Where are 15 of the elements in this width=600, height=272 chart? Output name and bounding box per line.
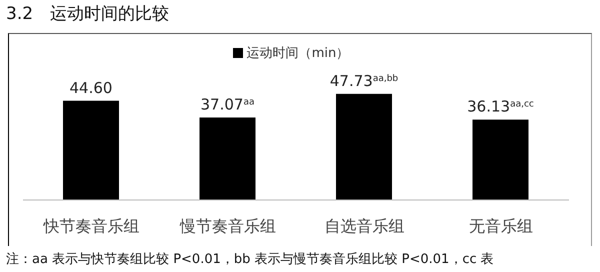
chart-title: 3.2 运动时间的比较 [6, 3, 170, 25]
x-tick-label: 快节奏音乐组 [42, 216, 140, 236]
bar [200, 118, 256, 200]
data-label: 47.73$^{aa,bb}$ [330, 72, 398, 90]
bar [472, 120, 528, 200]
bar [63, 100, 119, 200]
data-label: 44.60 [70, 78, 112, 97]
x-tick-label: 无音乐组 [468, 216, 533, 236]
x-tick-label: 慢节奏音乐组 [178, 216, 276, 236]
data-label: 36.13$^{aa,cc}$ [467, 98, 534, 116]
bar [336, 94, 392, 200]
legend-label: 运动时间（min） [246, 46, 350, 61]
data-label: 37.07$^{aa}$ [200, 96, 254, 114]
x-tick-label: 自选音乐组 [324, 216, 404, 236]
text: 注：aa 表示与快节奏组比较 P<0.01，bb 表示与慢节奏音乐组比较 P<0.01，cc 表 [6, 251, 494, 268]
